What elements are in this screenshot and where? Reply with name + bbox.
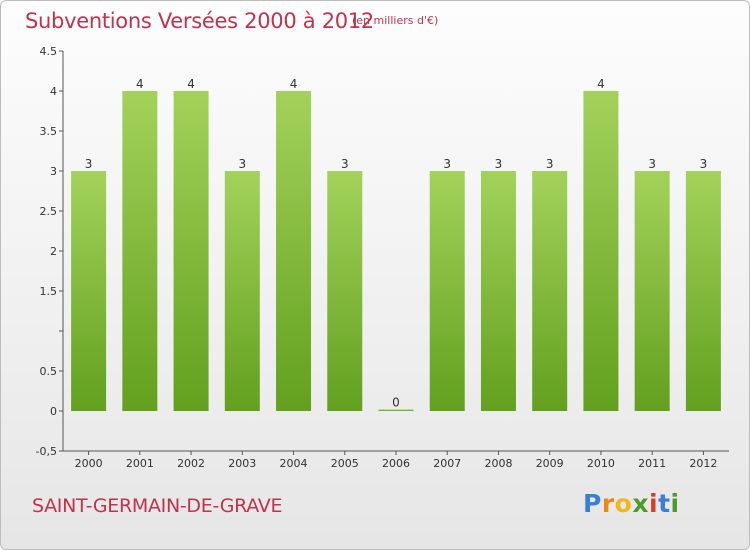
- data-label-2012: 3: [700, 157, 708, 171]
- chart-subtitle: (en milliers d'€): [352, 14, 439, 27]
- data-label-2006: 0: [392, 396, 400, 410]
- y-tick-label: 4: [50, 85, 57, 98]
- x-tick-label-2004: 2004: [280, 457, 308, 470]
- bar-2004: [276, 91, 312, 411]
- x-tick-label-2012: 2012: [689, 457, 717, 470]
- x-tick-label-2001: 2001: [126, 457, 154, 470]
- y-tick-label: 3: [50, 165, 57, 178]
- data-label-2005: 3: [341, 157, 349, 171]
- x-tick-label-2009: 2009: [536, 457, 564, 470]
- data-label-2007: 3: [443, 157, 451, 171]
- x-tick-label-2003: 2003: [228, 457, 256, 470]
- data-label-2010: 4: [597, 77, 605, 91]
- bar-2009: [532, 171, 568, 411]
- y-tick-label: 0.5: [40, 365, 58, 378]
- bar-2002: [173, 91, 209, 411]
- x-tick-label-2005: 2005: [331, 457, 359, 470]
- commune-name: SAINT-GERMAIN-DE-GRAVE: [32, 495, 283, 517]
- x-tick-label-2010: 2010: [587, 457, 615, 470]
- data-label-2004: 4: [290, 77, 298, 91]
- proxiti-logo[interactable]: Proxiti: [583, 489, 680, 518]
- x-tick-label-2011: 2011: [638, 457, 666, 470]
- x-tick-label-2008: 2008: [484, 457, 512, 470]
- bar-2006: [378, 409, 414, 411]
- y-tick-label: 0: [50, 405, 57, 418]
- bar-2011: [634, 171, 670, 411]
- bar-2001: [122, 91, 158, 411]
- y-tick-label: 3.5: [40, 125, 58, 138]
- y-tick-label: -0,5: [36, 445, 57, 458]
- x-tick-label-2002: 2002: [177, 457, 205, 470]
- data-label-2001: 4: [136, 77, 144, 91]
- data-label-2002: 4: [187, 77, 195, 91]
- y-tick-label: 2: [50, 245, 57, 258]
- bar-2007: [429, 171, 465, 411]
- x-tick-label-2000: 2000: [75, 457, 103, 470]
- x-tick-label-2006: 2006: [382, 457, 410, 470]
- bar-2003: [224, 171, 260, 411]
- data-label-2000: 3: [85, 157, 93, 171]
- y-tick-label: 4.5: [40, 45, 58, 58]
- bar-2008: [480, 171, 516, 411]
- chart-title: Subventions Versées 2000 à 2012: [25, 9, 374, 33]
- y-tick-label: 2.5: [40, 205, 58, 218]
- bar-2010: [583, 91, 619, 411]
- bar-2005: [327, 171, 363, 411]
- bar-2000: [71, 171, 107, 411]
- bar-2012: [685, 171, 721, 411]
- y-tick-label: 1.5: [40, 285, 58, 298]
- data-label-2009: 3: [546, 157, 554, 171]
- data-label-2008: 3: [495, 157, 503, 171]
- data-label-2003: 3: [238, 157, 246, 171]
- data-label-2011: 3: [648, 157, 656, 171]
- x-tick-label-2007: 2007: [433, 457, 461, 470]
